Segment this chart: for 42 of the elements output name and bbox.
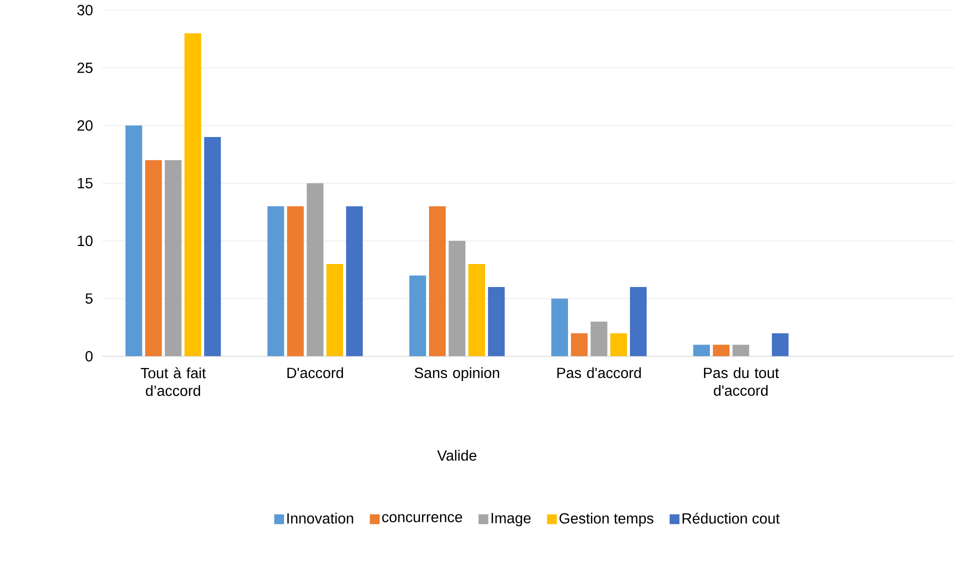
bar (267, 206, 284, 356)
x-tick-label: Sans opinion (414, 367, 500, 381)
y-tick-label: 0 (86, 350, 93, 362)
legend-label: Gestion temps (560, 512, 654, 526)
bar (630, 286, 647, 356)
y-tick-label: 5 (86, 293, 93, 304)
x-tick-label: Pas du tout d'accord (704, 367, 779, 396)
bar (693, 344, 710, 356)
legend-label: Innovation (287, 512, 354, 524)
bar (590, 321, 608, 356)
x-axis-title: Valide (437, 450, 476, 461)
bar (287, 206, 304, 356)
bar (145, 160, 162, 356)
bar (326, 264, 344, 356)
y-tick-label: 30 (77, 4, 93, 16)
bar (610, 333, 627, 356)
x-tick-label: Tout à fait d’accord (140, 367, 206, 396)
bar (488, 286, 505, 356)
y-tick-label: 20 (77, 120, 93, 131)
y-tick-label: 15 (78, 178, 93, 188)
bar (409, 275, 426, 356)
bar (204, 136, 221, 356)
bar (164, 160, 182, 356)
x-tick-label: D'accord (287, 367, 344, 378)
bar (712, 344, 730, 356)
x-tick-label: Pas d'accord (557, 367, 641, 378)
legend-label: Réduction cout (682, 512, 780, 524)
bar (125, 125, 142, 356)
bar (551, 298, 568, 356)
bar (184, 33, 202, 356)
legend-label: Image (492, 512, 531, 526)
bar (570, 333, 588, 356)
bar (448, 240, 466, 356)
bar (468, 264, 486, 356)
bar (429, 206, 446, 356)
y-tick-label: 10 (78, 236, 93, 246)
bar (772, 333, 789, 356)
bar (346, 206, 363, 356)
legend-label: concurrence (382, 514, 462, 522)
bar (732, 344, 750, 356)
bar (306, 183, 324, 356)
y-tick-label: 25 (77, 62, 93, 73)
